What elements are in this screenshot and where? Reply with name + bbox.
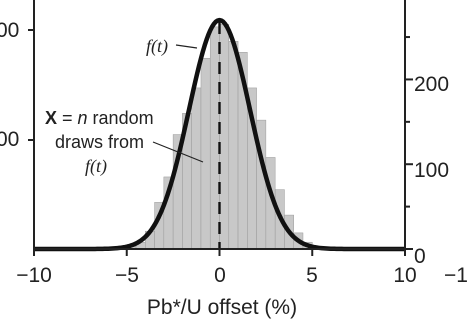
histogram-bars: [117, 24, 322, 250]
left-tick-label-lower: 00: [0, 128, 19, 151]
x-tick-label-5: 5: [306, 264, 318, 287]
histogram-bar: [219, 24, 230, 250]
draws-annotation-n: n: [78, 108, 88, 128]
right-tick-label-100: 100: [414, 159, 449, 182]
left-tick-label-upper: 00: [0, 19, 19, 42]
histogram-bar: [191, 87, 202, 250]
right-tick-label-200: 200: [414, 73, 449, 96]
histogram-bar: [209, 26, 220, 250]
histogram-bar: [228, 41, 239, 250]
x-tick-label-neg5: −5: [115, 264, 139, 287]
curve-label-leader: [175, 44, 198, 49]
left-axis-ticks: [28, 29, 34, 141]
x-axis-label: Pb*/U offset (%): [147, 296, 297, 319]
draws-annotation-line2: draws from: [55, 132, 144, 152]
x-tick-label-0: 0: [214, 264, 226, 287]
x-tick-label-10: 10: [393, 264, 416, 287]
draws-annotation-bold-x: X: [45, 108, 57, 128]
draws-annotation-equals: =: [57, 108, 78, 128]
draws-annotation-line1: X = n random: [45, 108, 154, 128]
draws-annotation-line3: f(t): [85, 156, 107, 177]
right-axis-ticks: [405, 36, 413, 250]
draws-annotation-random: random: [88, 108, 154, 128]
x-tick-label-neg1-clipped: −1: [444, 264, 468, 287]
right-tick-label-0: 0: [414, 245, 426, 268]
x-tick-label-neg10: −10: [16, 264, 52, 287]
curve-label: f(t): [146, 36, 168, 57]
draws-annotation-leader: [152, 141, 204, 163]
x-axis-ticks: [33, 249, 406, 256]
histogram-bar: [200, 57, 211, 250]
